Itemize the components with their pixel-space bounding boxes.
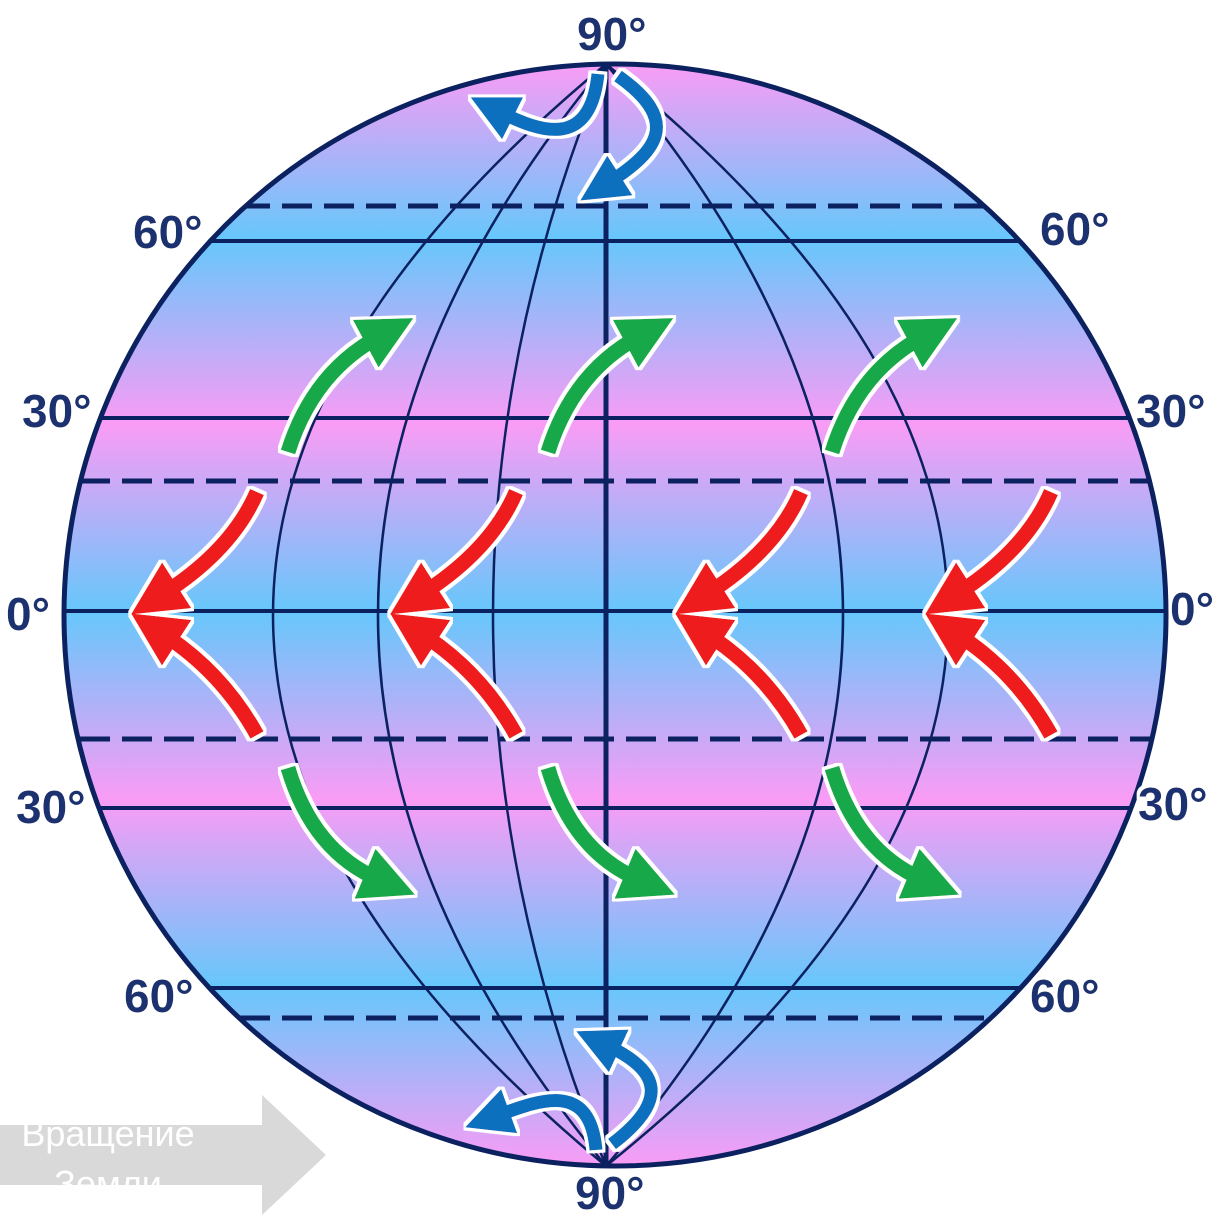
meridian-w2 xyxy=(376,64,607,1166)
rotation-arrow-shape xyxy=(0,1095,326,1215)
label-equator-w: 0° xyxy=(6,588,50,640)
polar-arrow-n-south xyxy=(580,70,663,201)
label-lat60-se: 60° xyxy=(1030,970,1100,1022)
label-north-pole: 90° xyxy=(577,8,647,60)
latitude-labels: 90° 60° 60° 30° 30° 0° 0° 30° 30° 60° 60… xyxy=(6,8,1214,1218)
westerly-arrow-n2 xyxy=(540,318,674,455)
polar-arrow-n-west xyxy=(470,73,605,140)
trade-wind-arrow-n4 xyxy=(925,488,1058,615)
label-south-pole: 90° xyxy=(575,1167,645,1218)
westerly-arrow-s1 xyxy=(280,765,415,899)
trade-winds xyxy=(131,488,1058,739)
trade-wind-arrow-n2 xyxy=(390,488,523,615)
trade-wind-arrow-s2 xyxy=(390,613,523,739)
label-lat60-nw: 60° xyxy=(133,206,203,258)
globe-grid xyxy=(64,64,1166,1166)
rotation-label-line1: Вращение xyxy=(21,1113,194,1154)
polar-arrow-s-north xyxy=(576,1029,658,1150)
label-lat30-se: 30° xyxy=(1138,778,1208,830)
trade-wind-arrow-n3 xyxy=(675,488,808,615)
label-lat60-ne: 60° xyxy=(1040,203,1110,255)
polar-arrow-s-west xyxy=(465,1089,603,1151)
meridian-e1 xyxy=(605,64,845,1166)
rotation-label-line2: Земли xyxy=(54,1163,162,1204)
globe-outline xyxy=(61,61,1169,1169)
label-equator-e: 0° xyxy=(1170,583,1214,635)
label-lat30-sw: 30° xyxy=(16,781,86,833)
meridian-w1 xyxy=(491,64,608,1166)
trade-wind-arrow-n1 xyxy=(131,488,264,615)
globe-fill xyxy=(64,64,1166,1166)
label-lat60-sw: 60° xyxy=(124,970,194,1022)
westerlies xyxy=(280,318,959,899)
polar-easterlies xyxy=(465,70,663,1151)
earth-rotation-indicator: Вращение Земли xyxy=(0,1095,326,1215)
label-lat30-ne: 30° xyxy=(1136,385,1206,437)
trade-wind-arrow-s3 xyxy=(675,613,808,739)
westerly-arrow-n3 xyxy=(824,318,958,455)
label-lat30-nw: 30° xyxy=(22,385,92,437)
meridian-w3 xyxy=(271,64,607,1166)
westerly-arrow-s2 xyxy=(540,765,675,899)
westerly-arrow-n1 xyxy=(280,318,414,455)
westerly-arrow-s3 xyxy=(824,765,959,899)
trade-wind-arrow-s1 xyxy=(131,613,264,739)
trade-wind-arrow-s4 xyxy=(925,613,1058,739)
